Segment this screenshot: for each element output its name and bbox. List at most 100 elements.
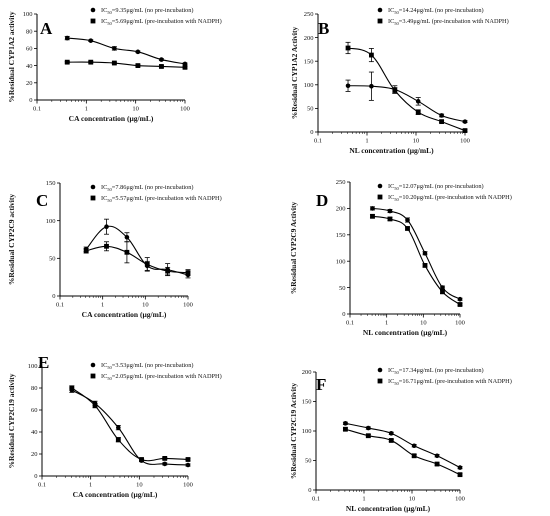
panel-d-x-tick-label: 10 <box>420 320 427 327</box>
panel-d-y-tick-label: 200 <box>336 206 346 213</box>
panel-a-point-square-marker <box>111 60 117 66</box>
panel-b-y-tick-label: 50 <box>307 106 314 113</box>
panel-b-series-1 <box>345 71 468 124</box>
panel-e-x-tick-label: 0.1 <box>38 482 46 489</box>
panel-b-y-tick-label: 150 <box>304 58 314 65</box>
panel-f-point-square-marker <box>434 461 440 467</box>
panel-f-y-tick-label: 150 <box>302 399 312 406</box>
panel-c-x-tick-label: 10 <box>142 302 149 309</box>
panel-b-series-2 <box>345 41 468 133</box>
panel-b-point-circle-marker <box>369 83 374 89</box>
panel-b-point-square-marker <box>392 88 398 93</box>
panel-f-y-tick-label: 0 <box>308 487 311 494</box>
panel-c-y-tick-label: 100 <box>46 218 56 225</box>
panel-d-y-tick-label: 150 <box>336 232 346 239</box>
panel-a-y-tick-label: 0 <box>29 97 32 104</box>
panel-f-point-square-marker <box>411 453 417 459</box>
panel-a-series-1 <box>64 35 188 67</box>
panel-e-point-circle-marker <box>162 461 168 467</box>
panel-c-point-circle-marker <box>104 224 109 229</box>
panel-b-fit-line <box>347 47 466 132</box>
panel-f-point-square-marker <box>365 433 371 439</box>
panel-e-legend-square-marker <box>90 373 96 379</box>
panel-f-x-tick-label: 10 <box>409 496 416 503</box>
panel-a-fit-line <box>67 61 186 68</box>
panel-b-y-tick-label: 0 <box>310 129 313 136</box>
panel-a-x-tick-label: 10 <box>132 106 139 113</box>
panel-a-legend-square-marker <box>90 18 96 24</box>
panel-f-legend-label: IC50=17.34μg/mL (no pre-incubation) <box>388 367 484 375</box>
panel-e-point-square-marker <box>69 385 75 391</box>
panel-f-point-circle-marker <box>388 431 394 436</box>
panel-b-fit-line <box>348 85 466 123</box>
panel-f-legend-circle-marker <box>377 367 383 373</box>
panel-f-point-square-marker <box>343 426 348 432</box>
panel-e-y-tick-label: 20 <box>31 451 38 458</box>
panel-c-series-2 <box>83 241 191 277</box>
panel-c-legend-circle-marker <box>90 184 96 190</box>
panel-e-legend-label: IC50=3.53μg/mL (no pre-incubation) <box>101 362 194 370</box>
panel-a-point-circle-marker <box>159 57 164 62</box>
panel-e-y-tick-label: 40 <box>31 429 38 436</box>
panel-a-x-axis-label: CA concentration (μg/mL) <box>69 114 154 123</box>
panel-d-legend-label: IC50=10.20μg/mL (pre-incubation with NAD… <box>388 194 512 202</box>
panel-b-point-square-marker <box>345 45 351 51</box>
panel-d-y-tick-label: 50 <box>339 285 346 292</box>
panel-e-y-tick-label: 80 <box>31 385 38 392</box>
panel-c-legend-label: IC50=7.86μg/mL (no pre-incubation) <box>101 184 194 192</box>
panel-d-x-tick-label: 100 <box>455 320 465 327</box>
panel-c-point-circle-marker <box>124 234 130 240</box>
panel-c-point-square-marker <box>165 268 171 274</box>
panel-a-fit-line <box>67 37 186 65</box>
panel-a-y-axis-label: %Residual CYP1A2 activity <box>7 11 16 102</box>
panel-d-y-tick-label: 250 <box>336 179 346 186</box>
panel-d-series-2 <box>369 213 463 307</box>
panel-b-point-circle-marker <box>415 99 421 104</box>
panel-b-point-square-marker <box>415 109 421 115</box>
panel-c-point-square-marker <box>83 248 89 254</box>
panel-e-point-circle-marker <box>116 425 121 430</box>
panel-e-y-tick-label: 0 <box>34 473 37 480</box>
panel-f-point-circle-marker <box>366 425 371 431</box>
panel-b-letter: B <box>318 19 329 38</box>
panel-a-point-square-marker <box>159 64 164 69</box>
panel-e-x-tick-label: 10 <box>136 482 143 489</box>
panel-d-fit-line <box>372 207 461 300</box>
panel-e-series-1 <box>69 387 191 468</box>
panel-d-y-axis-label: %Residual CYP2C9 Activity <box>289 202 298 295</box>
panel-f-x-tick-label: 1 <box>362 496 365 503</box>
panel-d-point-square-marker <box>422 263 428 268</box>
panel-d-letter: D <box>316 191 328 210</box>
panel-f-letter: F <box>316 375 326 394</box>
panel-a-series-2 <box>64 59 188 70</box>
panel-e-y-tick-label: 100 <box>28 363 38 370</box>
panel-e-point-square-marker <box>185 457 191 462</box>
panel-b: 0 50 100 150 200 250 0.1 1 10 100 NL concentration… <box>290 7 509 155</box>
panel-b-y-tick-label: 250 <box>304 11 314 18</box>
panel-b-x-tick-label: 100 <box>460 138 470 145</box>
panel-b-point-square-marker <box>439 119 444 125</box>
panel-a-legend-circle-marker <box>90 7 96 13</box>
panel-e-x-tick-label: 100 <box>183 482 193 489</box>
panel-c-y-tick-label: 150 <box>46 180 56 187</box>
panel-a-y-tick-label: 40 <box>26 63 33 70</box>
panel-a-point-circle-marker <box>135 49 141 55</box>
panel-b-x-tick-label: 10 <box>413 138 420 145</box>
panel-d-x-axis-label: NL concentration (μg/mL) <box>363 328 448 337</box>
panel-e-x-axis-label: CA concentration (μg/mL) <box>73 490 158 499</box>
panel-d-fit-line <box>372 215 461 305</box>
panel-b-legend-label: IC50=14.24μg/mL (no pre-incubation) <box>388 7 484 15</box>
panel-b-point-circle-marker <box>462 119 468 124</box>
panel-b-point-circle-marker <box>439 113 444 118</box>
panel-a-point-square-marker <box>88 59 94 65</box>
panel-f-point-circle-marker <box>411 443 417 449</box>
panel-f-y-tick-label: 100 <box>302 428 312 435</box>
panel-f-x-axis-label: NL concentration (μg/mL) <box>346 504 431 513</box>
panel-e-letter: E <box>38 353 49 372</box>
panel-f-fit-line <box>345 428 461 476</box>
panel-f-series-1 <box>342 421 463 470</box>
panel-e-y-tick-label: 60 <box>31 407 38 414</box>
panel-e-point-square-marker <box>162 456 168 461</box>
panel-f-y-axis-label: %Residual CYP2C19 Activity <box>289 383 298 479</box>
